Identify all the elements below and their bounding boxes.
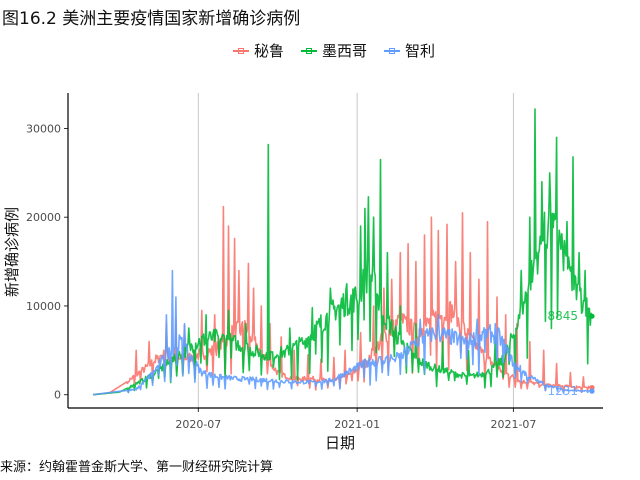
series-line-chile	[92, 269, 593, 396]
end-label-mexico: 8845	[547, 309, 578, 323]
legend-label-mexico: 墨西哥	[322, 42, 368, 60]
source-note: 来源：约翰霍普金斯大学、第一财经研究院计算	[0, 460, 274, 475]
y-axis-label: 新增确诊病例	[3, 207, 21, 297]
legend-key-peru	[232, 44, 250, 58]
legend-label-chile: 智利	[405, 42, 436, 60]
series-layer	[92, 108, 595, 396]
figure-title: 图16.2 美洲主要疫情国家新增确诊病例	[2, 9, 301, 29]
legend-key-chile	[383, 44, 401, 58]
x-tick-label: 2021-01	[334, 418, 380, 431]
legend-label-peru: 秘鲁	[254, 42, 285, 60]
legend-item-chile: 智利	[383, 40, 435, 61]
legend-item-mexico: 墨西哥	[300, 40, 367, 61]
series-end-point-chile	[589, 388, 595, 394]
legend-item-peru: 秘鲁	[232, 40, 284, 61]
y-tick-label: 0	[54, 389, 61, 402]
axes: 2020-07 2021-01 2021-07 0 10000 20000 30000	[26, 93, 603, 431]
end-labels: 8845 1231	[547, 309, 578, 398]
legend: 秘鲁 墨西哥 智利	[232, 40, 435, 61]
y-tick-label: 20000	[26, 211, 61, 224]
series-end-point-mexico	[589, 313, 595, 319]
y-tick-label: 10000	[26, 300, 61, 313]
x-tick-label: 2020-07	[175, 418, 221, 431]
legend-key-mexico	[300, 44, 318, 58]
x-axis-label: 日期	[325, 434, 355, 452]
end-label-chile: 1231	[547, 384, 578, 398]
y-tick-label: 30000	[26, 122, 61, 135]
x-tick-label: 2021-07	[490, 418, 536, 431]
